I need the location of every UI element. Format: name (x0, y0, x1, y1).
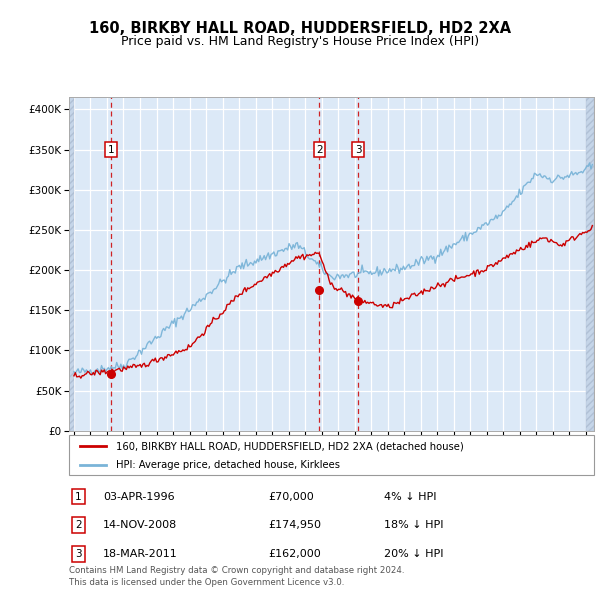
Text: 160, BIRKBY HALL ROAD, HUDDERSFIELD, HD2 2XA: 160, BIRKBY HALL ROAD, HUDDERSFIELD, HD2… (89, 21, 511, 35)
Text: £162,000: £162,000 (269, 549, 321, 559)
Text: 03-APR-1996: 03-APR-1996 (103, 491, 175, 502)
Text: Contains HM Land Registry data © Crown copyright and database right 2024.
This d: Contains HM Land Registry data © Crown c… (69, 566, 404, 587)
Text: 20% ↓ HPI: 20% ↓ HPI (384, 549, 443, 559)
Text: £70,000: £70,000 (269, 491, 314, 502)
Text: 1: 1 (75, 491, 82, 502)
Text: 18% ↓ HPI: 18% ↓ HPI (384, 520, 443, 530)
Text: HPI: Average price, detached house, Kirklees: HPI: Average price, detached house, Kirk… (116, 460, 340, 470)
Text: 3: 3 (75, 549, 82, 559)
Text: 1: 1 (108, 145, 115, 155)
Text: 14-NOV-2008: 14-NOV-2008 (103, 520, 178, 530)
Text: 18-MAR-2011: 18-MAR-2011 (103, 549, 178, 559)
Text: £174,950: £174,950 (269, 520, 322, 530)
Text: 3: 3 (355, 145, 361, 155)
Text: Price paid vs. HM Land Registry's House Price Index (HPI): Price paid vs. HM Land Registry's House … (121, 35, 479, 48)
Text: 2: 2 (316, 145, 323, 155)
Text: 2: 2 (75, 520, 82, 530)
Text: 160, BIRKBY HALL ROAD, HUDDERSFIELD, HD2 2XA (detached house): 160, BIRKBY HALL ROAD, HUDDERSFIELD, HD2… (116, 441, 464, 451)
Text: 4% ↓ HPI: 4% ↓ HPI (384, 491, 437, 502)
